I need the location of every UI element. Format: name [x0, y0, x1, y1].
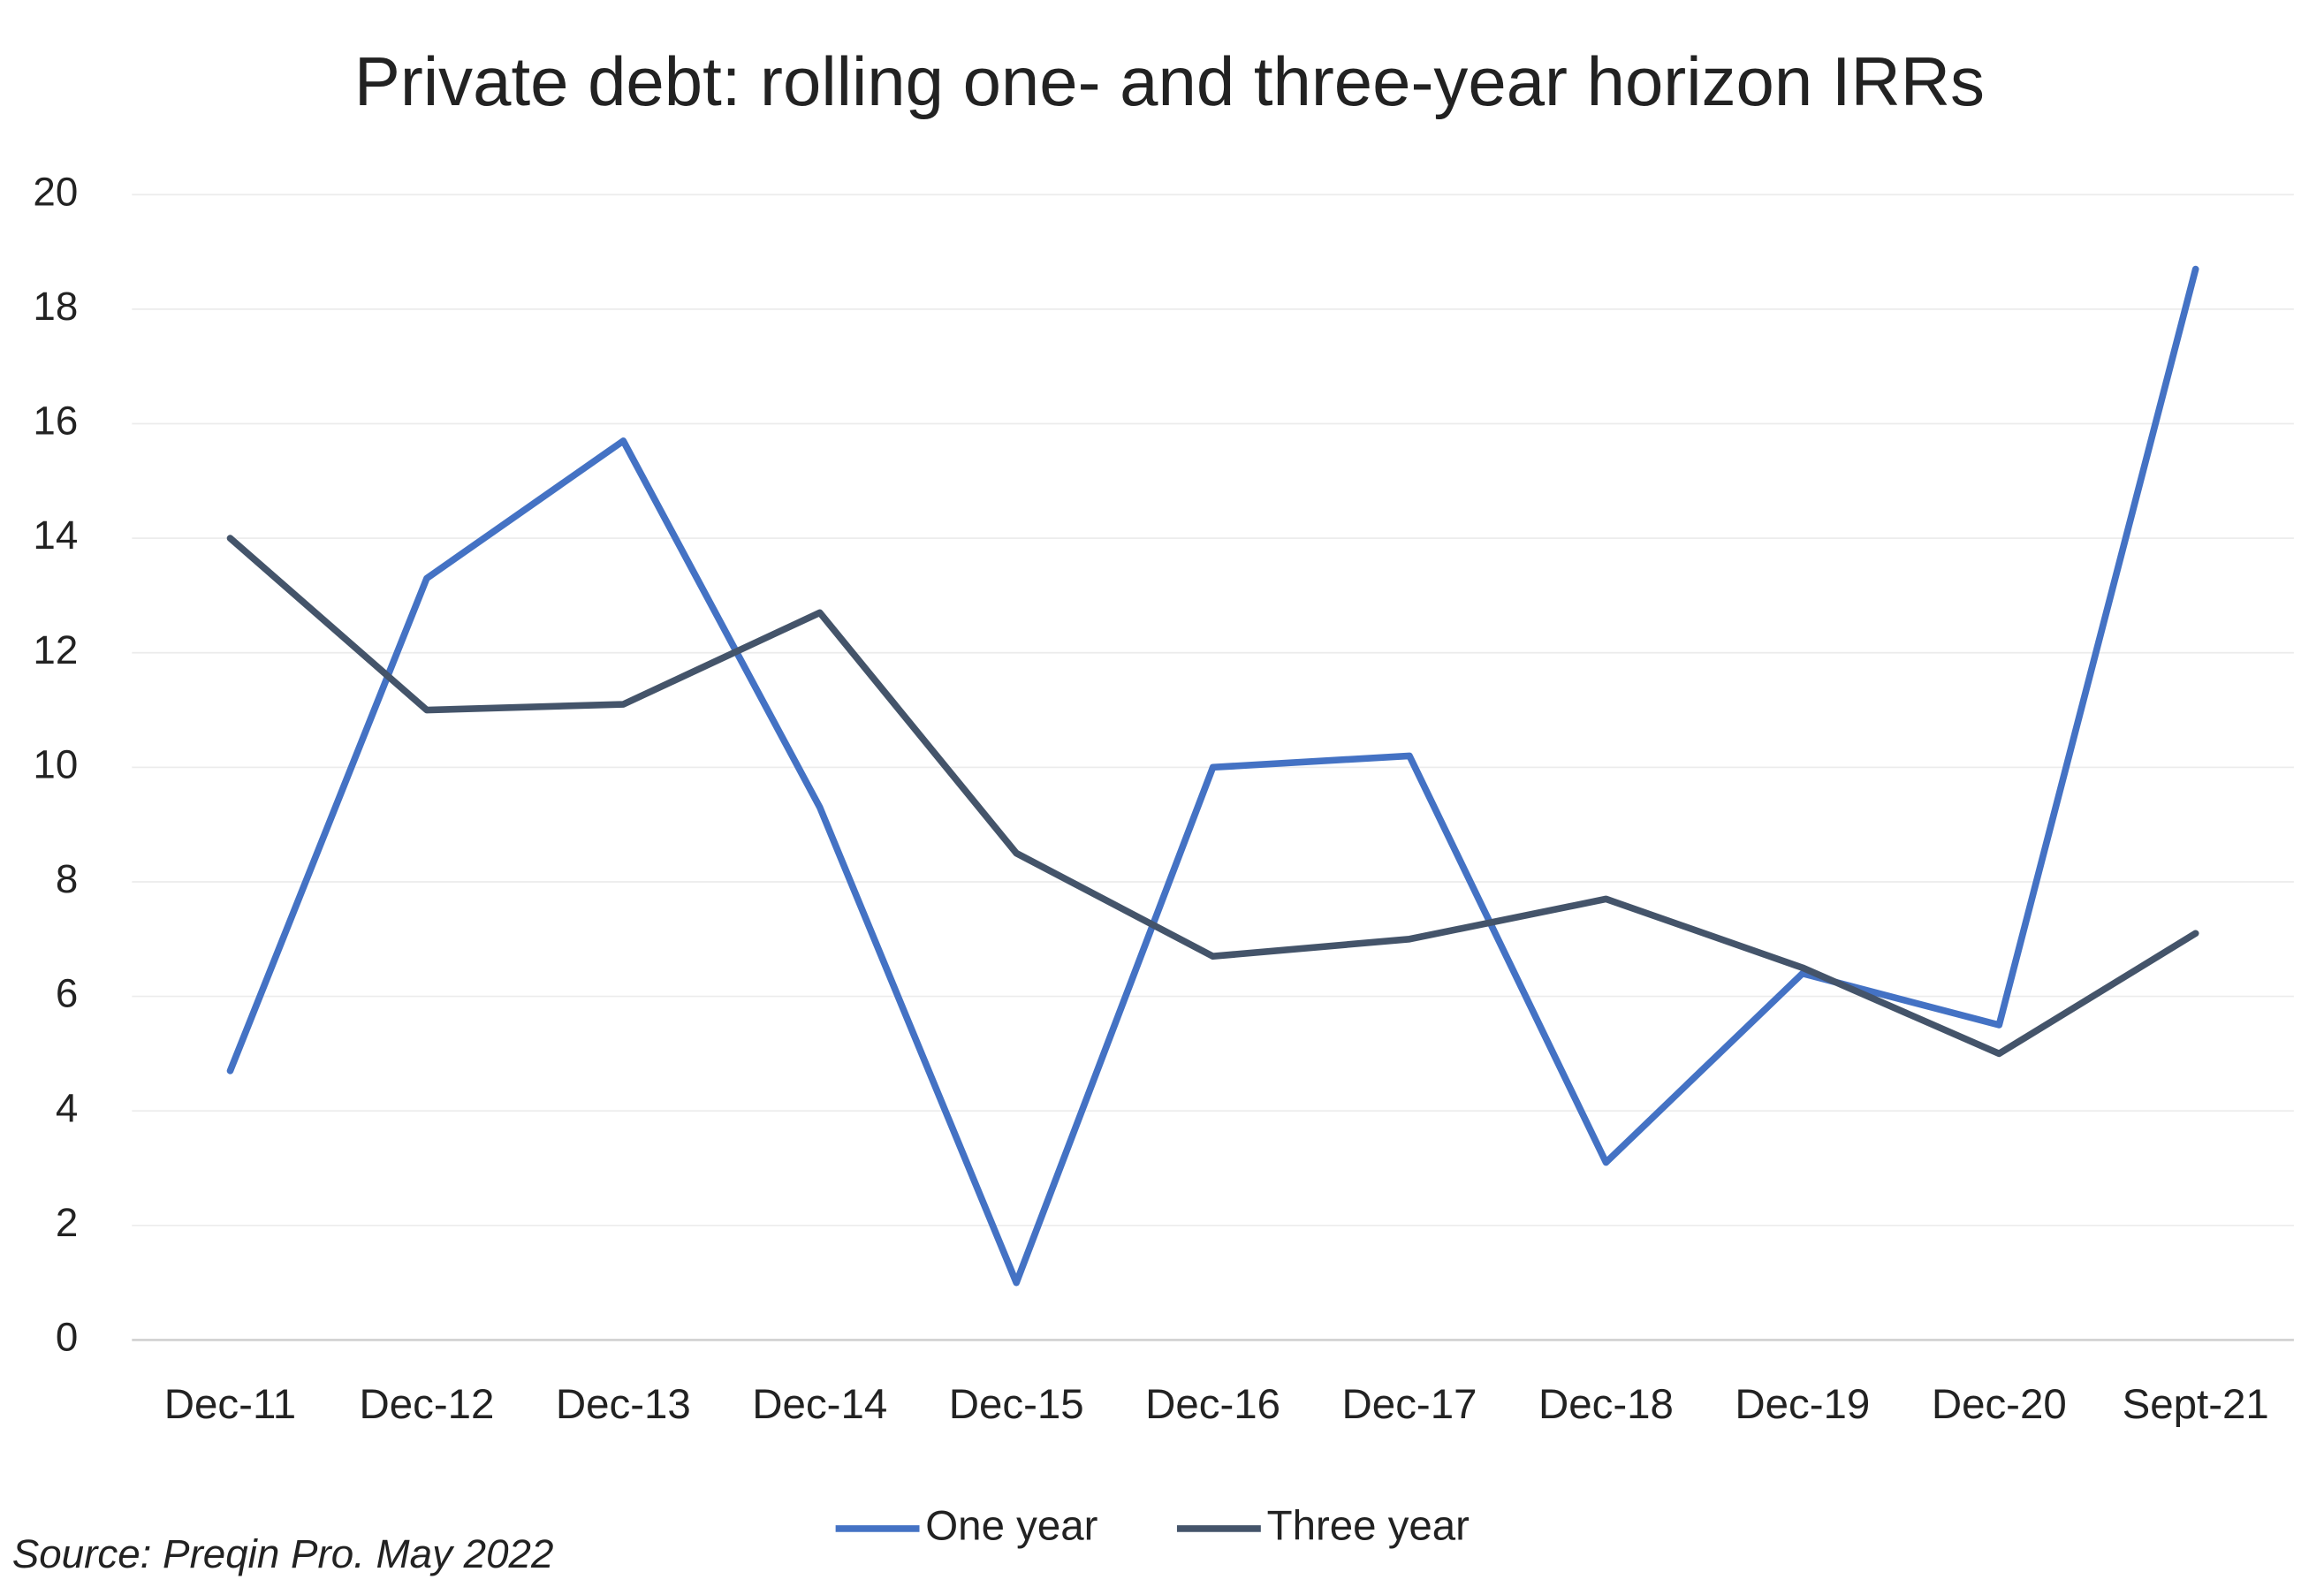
x-tick-label: Dec-15 — [949, 1381, 1084, 1428]
y-tick-label: 8 — [56, 856, 78, 901]
y-tick-label: 4 — [56, 1085, 78, 1130]
y-tick-label: 10 — [33, 741, 78, 786]
series-line — [226, 265, 2199, 1287]
x-tick-label: Sept-21 — [2123, 1381, 2269, 1428]
legend-label: One year — [925, 1502, 1097, 1549]
source-note: Source: Preqin Pro. May 2022 — [12, 1531, 554, 1576]
x-tick-label: Dec-13 — [556, 1381, 691, 1428]
x-tick-label: Dec-17 — [1342, 1381, 1477, 1428]
legend-label: Three year — [1267, 1502, 1470, 1549]
series-line — [226, 535, 2199, 1058]
y-tick-label: 2 — [56, 1200, 78, 1245]
chart-title: Private debt: rolling one- and three-yea… — [354, 42, 1985, 120]
x-tick-label: Dec-20 — [1932, 1381, 2067, 1428]
x-tick-label: Dec-16 — [1145, 1381, 1280, 1428]
y-tick-label: 6 — [56, 971, 78, 1016]
y-tick-label: 14 — [33, 513, 78, 558]
y-tick-label: 0 — [56, 1315, 78, 1360]
x-tick-label: Dec-19 — [1735, 1381, 1870, 1428]
x-tick-label: Dec-12 — [359, 1381, 494, 1428]
x-tick-label: Dec-18 — [1538, 1381, 1674, 1428]
y-tick-label: 20 — [33, 169, 78, 214]
x-tick-label: Dec-11 — [164, 1381, 296, 1428]
y-tick-label: 18 — [33, 284, 78, 329]
x-tick-label: Dec-14 — [752, 1381, 887, 1428]
y-tick-label: 16 — [33, 399, 78, 444]
y-tick-label: 12 — [33, 627, 78, 672]
